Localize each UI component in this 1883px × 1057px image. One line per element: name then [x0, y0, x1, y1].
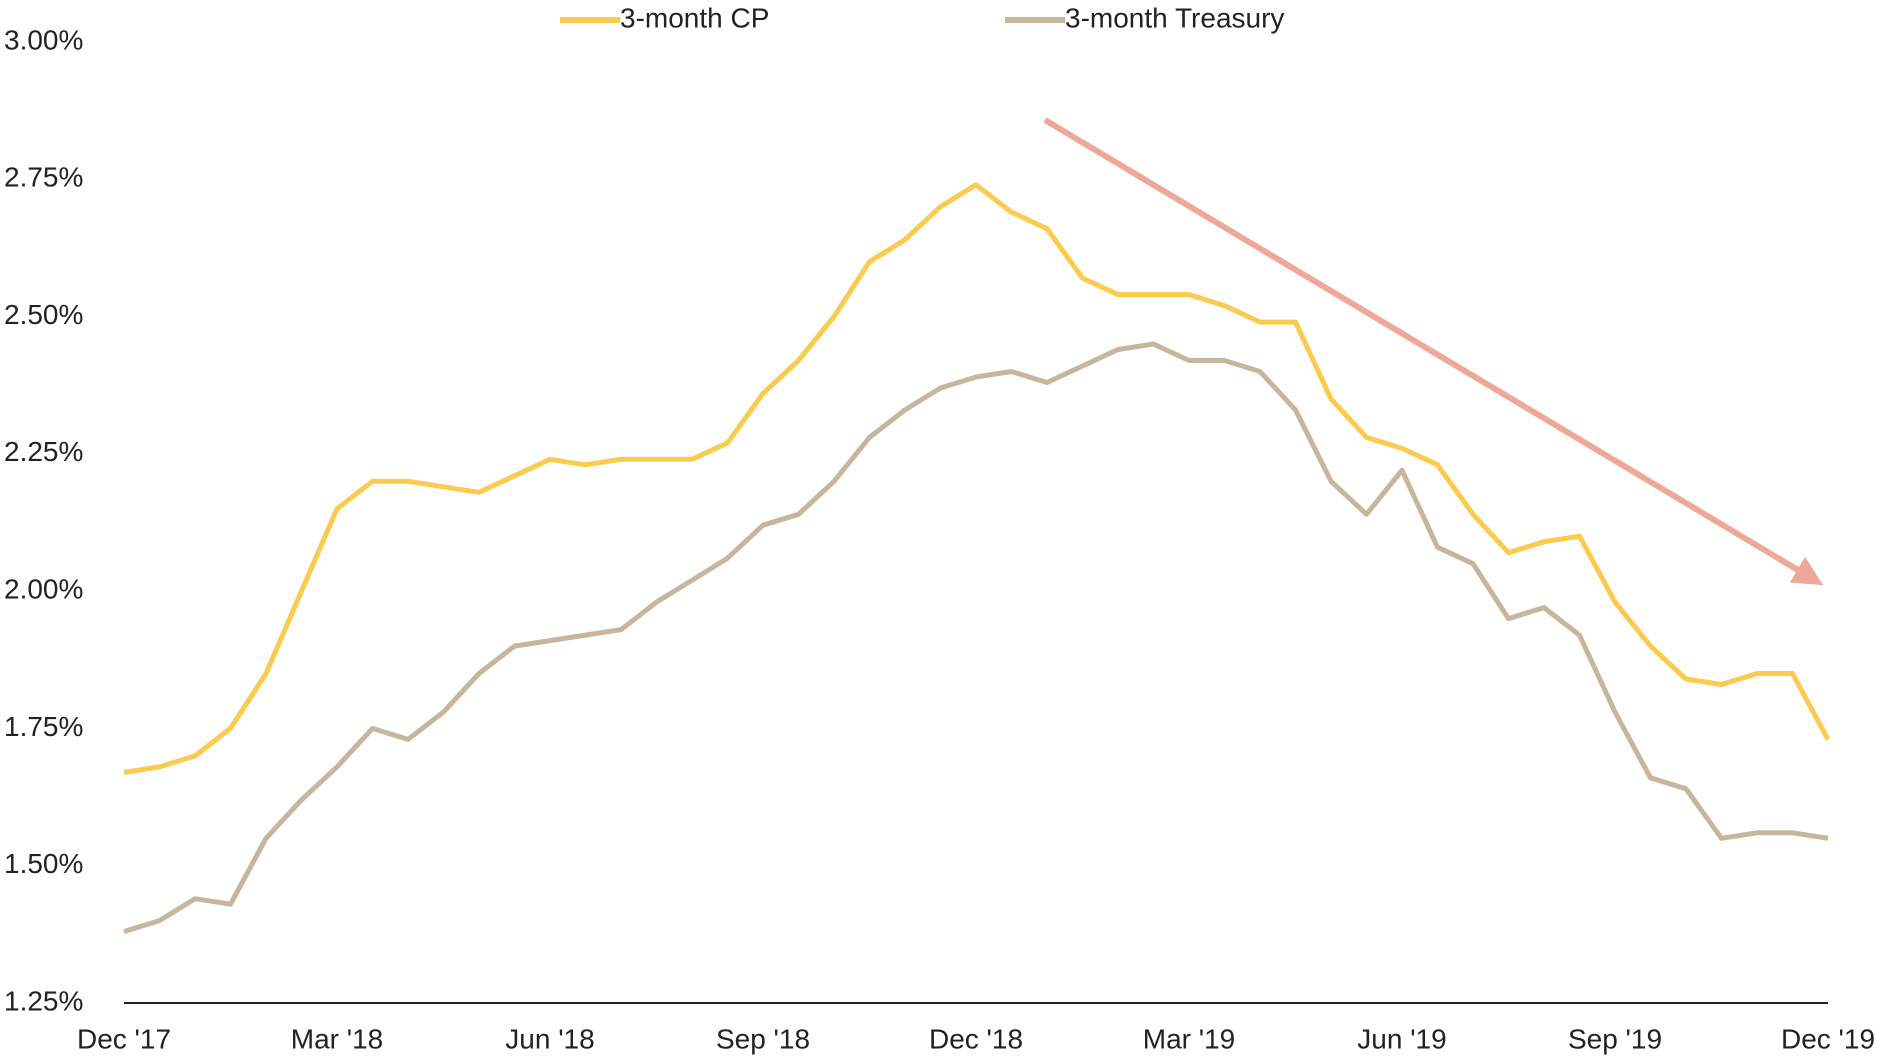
y-tick-label: 2.75% — [4, 162, 83, 193]
series-line — [123, 341, 1829, 934]
trend-arrow — [1043, 117, 1824, 586]
y-tick-label: 1.75% — [4, 711, 83, 742]
legend-label: 3-month Treasury — [1065, 2, 1284, 33]
x-tick-label: Dec '18 — [929, 1023, 1023, 1054]
y-tick-label: 3.00% — [4, 24, 83, 55]
x-tick-label: Mar '18 — [291, 1023, 384, 1054]
y-tick-label: 2.25% — [4, 436, 83, 467]
legend-label: 3-month CP — [620, 2, 769, 33]
x-tick-label: Dec '17 — [77, 1023, 171, 1054]
series-line — [123, 182, 1831, 775]
y-tick-label: 1.50% — [4, 848, 83, 879]
x-tick-label: Jun '18 — [505, 1023, 594, 1054]
y-tick-label: 2.50% — [4, 299, 83, 330]
y-tick-label: 2.00% — [4, 574, 83, 605]
x-tick-label: Mar '19 — [1143, 1023, 1236, 1054]
y-tick-label: 1.25% — [4, 985, 83, 1016]
x-tick-label: Sep '19 — [1568, 1023, 1662, 1054]
x-tick-label: Dec '19 — [1781, 1023, 1875, 1054]
x-tick-label: Sep '18 — [716, 1023, 810, 1054]
x-tick-label: Jun '19 — [1357, 1023, 1446, 1054]
